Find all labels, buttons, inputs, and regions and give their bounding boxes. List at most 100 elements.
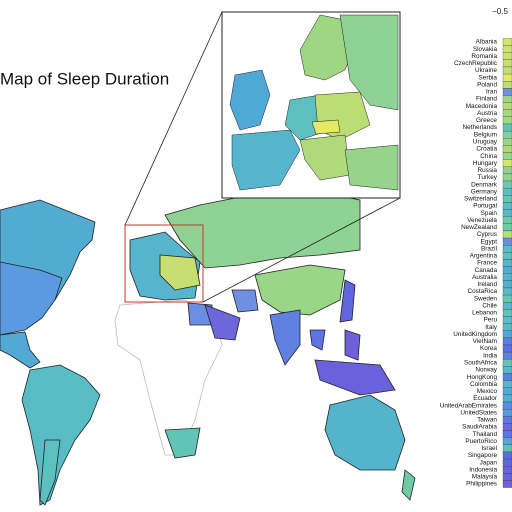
- country-label: Albania: [476, 39, 498, 46]
- country-label: CostaRica: [468, 288, 498, 295]
- country-label: Netherlands: [463, 124, 497, 131]
- japan: [339, 279, 356, 323]
- country-swatch: [502, 309, 512, 317]
- turkey-inset: [344, 144, 399, 191]
- country-label: Indonesia: [469, 466, 497, 473]
- country-swatch: [502, 344, 512, 353]
- country-swatch: [502, 458, 512, 467]
- country-swatch: [502, 66, 512, 75]
- country-swatch: [502, 230, 512, 239]
- balkans: [299, 134, 351, 181]
- south-africa: [164, 427, 201, 459]
- country-label: Egypt: [481, 238, 498, 245]
- country-swatch: [502, 195, 512, 203]
- country-swatch: [502, 173, 512, 182]
- country-label: Croatia: [476, 146, 497, 153]
- country-swatch: [502, 466, 512, 474]
- country-swatch: [502, 394, 512, 403]
- country-swatch: [502, 102, 512, 110]
- thailand: [309, 329, 326, 351]
- country-swatch: [502, 437, 512, 445]
- zoom-line: [124, 11, 223, 226]
- country-label: Turkey: [478, 174, 498, 181]
- country-label: Switzerland: [464, 196, 497, 203]
- country-swatch: [502, 480, 512, 488]
- country-label: Venezuela: [467, 217, 497, 224]
- country-swatch: [502, 273, 512, 281]
- country-label: Malaysia: [472, 474, 498, 481]
- country-label: Ireland: [477, 281, 497, 288]
- country-label: Greece: [476, 117, 497, 124]
- country-label: Ukraine: [475, 67, 497, 74]
- country-label: Poland: [477, 81, 497, 88]
- country-swatch: [502, 416, 512, 424]
- country-swatch: [502, 180, 512, 189]
- country-label: UnitedStates: [460, 409, 497, 416]
- country-swatch: [502, 159, 512, 167]
- country-swatch: [502, 387, 512, 396]
- argentina: [39, 439, 61, 506]
- country-label: Australia: [472, 274, 497, 281]
- country-swatch: [502, 202, 512, 210]
- country-swatch: [502, 45, 512, 53]
- country-swatch: [502, 187, 512, 196]
- uk-inset: [229, 69, 271, 131]
- country-swatch: [502, 130, 512, 139]
- country-label: SaudiArabia: [462, 424, 497, 431]
- country-swatch: [502, 259, 512, 267]
- russia: [164, 189, 361, 269]
- country-swatch: [502, 401, 512, 410]
- country-label: Portugal: [473, 203, 497, 210]
- indonesia: [314, 359, 396, 396]
- country-label: Brazil: [481, 245, 497, 252]
- country-swatch: [502, 280, 512, 289]
- country-swatch: [502, 145, 512, 153]
- south-america: [21, 364, 101, 506]
- country-swatch: [502, 451, 512, 460]
- country-label: Macedonia: [466, 103, 498, 110]
- country-swatch: [502, 59, 512, 68]
- russia-inset: [339, 14, 399, 111]
- country-label: Philippines: [466, 481, 497, 488]
- country-swatch: [502, 223, 512, 232]
- country-swatch: [502, 81, 512, 89]
- map-title: Map of Sleep Duration: [0, 69, 169, 88]
- country-label: PuertoRico: [465, 438, 497, 445]
- country-label: Japan: [480, 459, 498, 466]
- saudi-arabia: [204, 304, 241, 341]
- hungary-inset: [311, 119, 341, 135]
- country-label: HongKong: [467, 374, 498, 381]
- country-swatch: [502, 38, 512, 46]
- country-swatch: [502, 216, 512, 224]
- country-swatch: [502, 123, 512, 132]
- zoom-line: [202, 197, 401, 303]
- country-swatch: [502, 330, 512, 339]
- country-label: VietNam: [473, 338, 497, 345]
- country-label: Uruguay: [473, 138, 498, 145]
- country-label: Slovakia: [473, 46, 498, 53]
- country-label: Peru: [484, 317, 498, 324]
- inset-map: [221, 11, 401, 199]
- mexico: [0, 331, 41, 369]
- country-swatch: [502, 430, 512, 438]
- country-swatch: [502, 351, 512, 360]
- philippines: [344, 329, 361, 361]
- colorbar-tick: −0.5: [492, 7, 508, 16]
- country-swatch: [502, 408, 512, 417]
- country-label: Mexico: [477, 388, 498, 395]
- country-label: Austria: [477, 110, 497, 117]
- world-map: [0, 189, 416, 506]
- country-label: Iran: [486, 89, 497, 96]
- country-label: Colombia: [470, 381, 497, 388]
- country-label: Cyprus: [477, 231, 497, 238]
- country-label: Taiwan: [477, 417, 497, 424]
- country-swatch: [502, 116, 512, 125]
- country-label: France: [477, 260, 497, 267]
- country-swatch: [502, 423, 512, 431]
- country-label: Romania: [471, 53, 497, 60]
- country-swatch: [502, 245, 512, 253]
- country-swatch: [502, 302, 512, 310]
- country-label: NewZealand: [461, 224, 497, 231]
